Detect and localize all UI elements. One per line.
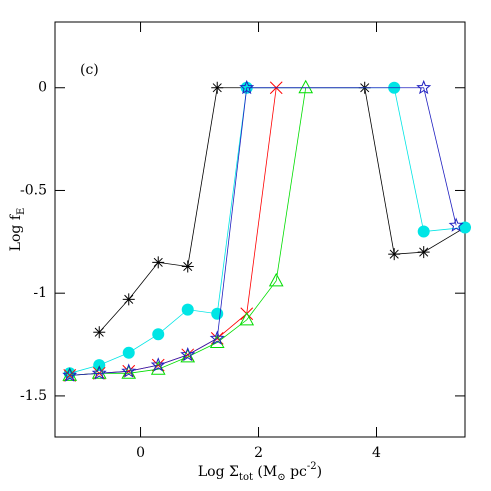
- series-line: [69, 87, 466, 374]
- marker-shape: [91, 365, 107, 380]
- marker-shape: [211, 307, 224, 320]
- marker: [62, 367, 78, 381]
- xlabel-part: (M: [253, 464, 277, 480]
- marker: [448, 217, 464, 232]
- marker-stroke: [212, 83, 222, 93]
- series-line: [69, 87, 457, 376]
- y-tick-label: -0.5: [20, 182, 47, 198]
- marker-stroke: [94, 327, 104, 337]
- marker: [268, 272, 284, 287]
- marker-shape: [62, 367, 78, 382]
- xlabel-part: ⊙: [277, 472, 285, 483]
- marker-shape: [62, 367, 78, 381]
- marker-stroke: [153, 257, 163, 267]
- ylabel-part: E: [16, 208, 27, 215]
- marker: [239, 311, 255, 326]
- marker: [388, 248, 401, 261]
- ylabel: Log fE: [8, 208, 27, 252]
- marker-shape: [121, 365, 137, 379]
- marker: [417, 225, 430, 238]
- marker: [209, 330, 225, 345]
- marker-shape: [268, 272, 284, 287]
- xlabel: Log Σtot (M⊙ pc-2): [198, 461, 322, 483]
- marker-stroke: [419, 247, 429, 257]
- marker-shape: [417, 225, 430, 238]
- marker: [211, 81, 224, 94]
- marker-shape: [152, 328, 165, 341]
- marker-shape: [93, 359, 106, 372]
- marker-stroke: [389, 249, 399, 259]
- y-tick-label: -1: [33, 285, 47, 301]
- x-tick-label: 0: [136, 445, 145, 461]
- marker: [122, 346, 135, 359]
- marker: [181, 303, 194, 316]
- marker-shape: [298, 79, 314, 94]
- marker-shape: [91, 365, 107, 379]
- marker-shape: [150, 357, 166, 372]
- marker: [121, 363, 137, 378]
- y-tick-label: 0: [38, 80, 47, 96]
- marker-shape: [448, 217, 464, 232]
- xlabel-part: -2: [307, 461, 317, 472]
- marker: [417, 246, 430, 259]
- marker-shape: [239, 311, 255, 326]
- xlabel-part: pc: [286, 464, 307, 480]
- marker-stroke: [183, 261, 193, 272]
- marker: [150, 357, 166, 372]
- xlabel-part: ): [317, 464, 322, 480]
- xlabel-part: tot: [239, 472, 253, 483]
- marker: [91, 365, 107, 379]
- marker: [62, 367, 78, 382]
- marker: [180, 346, 196, 362]
- marker-shape: [209, 330, 225, 345]
- marker-shape: [239, 79, 255, 95]
- marker: [298, 79, 314, 94]
- xlabel-part: Log Σ: [198, 464, 239, 480]
- series-line: [69, 87, 307, 376]
- marker: [91, 365, 107, 380]
- marker: [416, 79, 432, 95]
- x-tick-label: 2: [254, 445, 263, 461]
- y-tick-label: -1.5: [20, 388, 47, 404]
- annotation: (c): [80, 62, 99, 78]
- marker-shape: [181, 303, 194, 316]
- marker: [181, 260, 194, 273]
- x-tick-label: 4: [372, 445, 381, 461]
- marker-shape: [416, 79, 432, 95]
- marker-stroke: [124, 294, 134, 304]
- marker: [121, 365, 137, 379]
- marker-shape: [180, 346, 196, 362]
- marker-shape: [459, 221, 471, 234]
- series-line: [98, 87, 466, 333]
- ylabel-part: Log f: [8, 213, 24, 251]
- marker-shape: [122, 346, 135, 359]
- marker-shape: [121, 363, 137, 378]
- marker: [211, 307, 224, 320]
- marker: [93, 359, 106, 372]
- marker: [93, 326, 106, 339]
- marker: [459, 221, 471, 234]
- plot-frame: [54, 21, 466, 438]
- marker: [152, 256, 165, 269]
- marker: [152, 328, 165, 341]
- marker: [239, 79, 255, 95]
- marker: [122, 293, 135, 306]
